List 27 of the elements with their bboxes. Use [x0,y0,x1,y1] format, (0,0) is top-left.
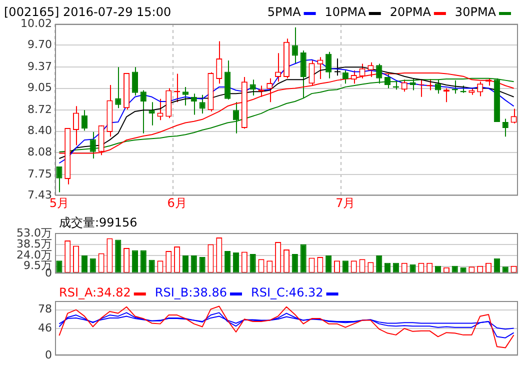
legend-label: 5PMA [267,5,302,20]
y-tick-label: 10.02 [20,16,52,30]
y-tick-label: 53.0万 [16,226,52,240]
y-tick-label: 7.75 [28,167,52,180]
legend-label: RSI_B:38.86 [154,286,228,300]
chart-title: [002165] 2016-07-29 15:00 [4,5,172,20]
y-tick-label: 8.72 [28,102,52,116]
y-tick-label: 46 [38,321,52,334]
y-tick-label: 78 [38,302,52,316]
legend-label: 10PMA [324,5,367,20]
x-tick-label: 6月 [167,196,187,210]
y-tick-label: 9.05 [28,81,52,94]
y-tick-label: 0 [45,266,52,280]
legend-label: 30PMA [454,5,497,20]
y-tick-label: 9.70 [28,38,52,52]
y-tick-label: 7.43 [28,188,52,202]
y-tick-label: 9.37 [28,60,52,73]
legend-label: RSI_C:46.32 [251,286,324,300]
x-tick-label: 7月 [336,196,356,210]
legend-label: 20PMA [390,5,432,20]
y-tick-label: 24.0万 [16,248,52,262]
y-tick-label: 8.08 [28,145,52,158]
y-tick-label: 38.5万 [16,237,52,250]
y-tick-label: 8.40 [28,124,52,138]
y-tick-label: 0 [45,348,52,362]
legend-label: RSI_A:34.82 [59,286,131,300]
chart-title: 成交量:99156 [59,216,138,230]
